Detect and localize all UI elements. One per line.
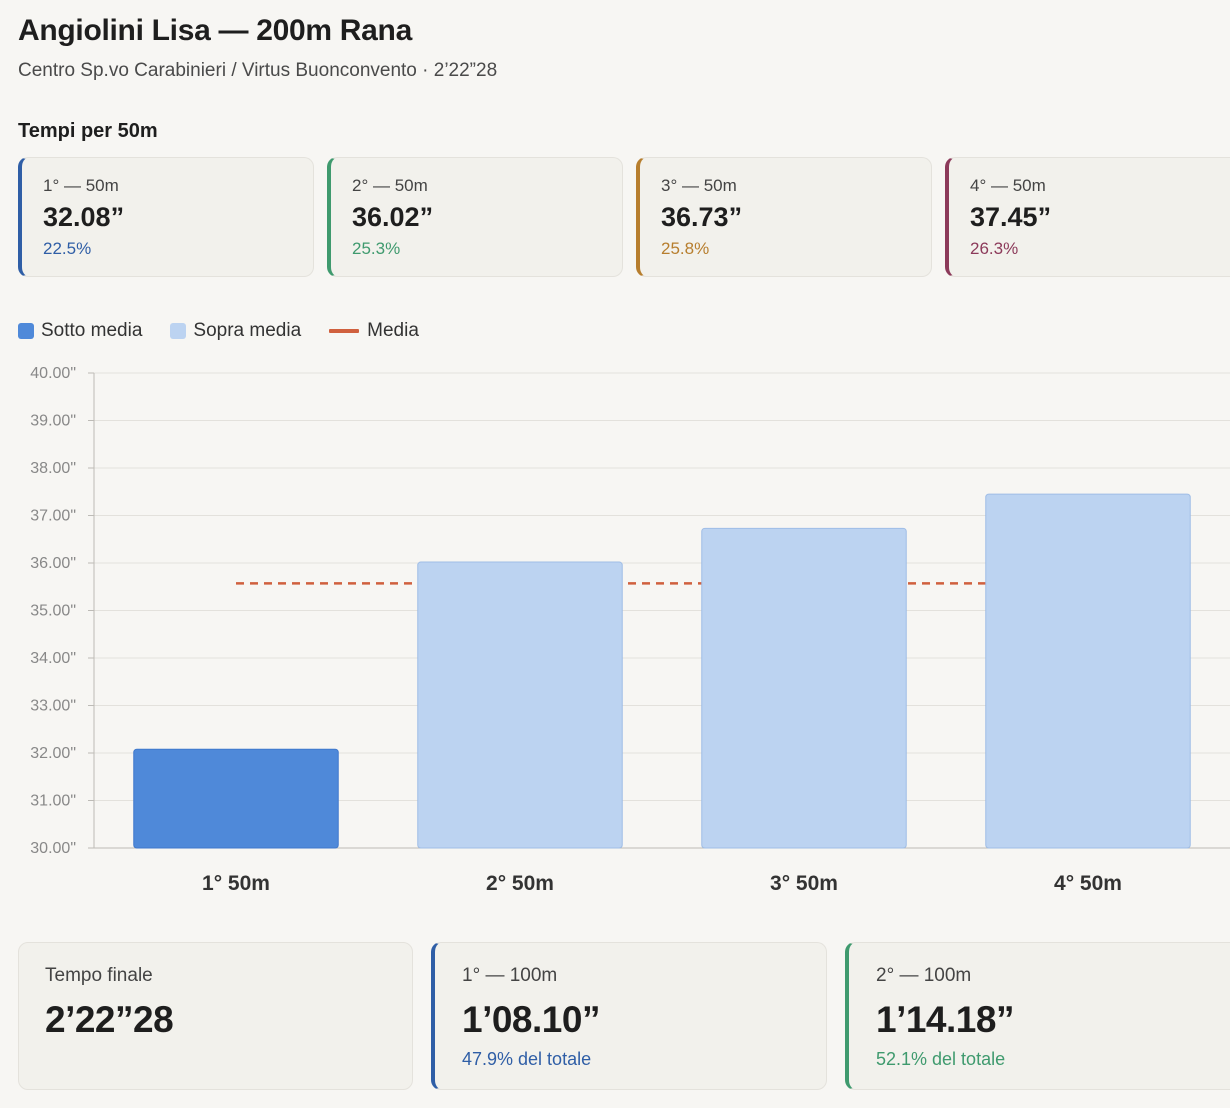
final-time-value: 2’22”28 <box>45 999 174 1040</box>
legend-swatch-below <box>18 323 34 339</box>
split-time: 36.02” <box>352 202 434 232</box>
legend-item-below[interactable]: Sotto media <box>18 320 142 342</box>
split-card-2: 2° — 50m 36.02” 25.3% <box>327 157 623 277</box>
split-card-1: 1° — 50m 32.08” 22.5% <box>18 157 314 277</box>
chart-legend: Sotto media Sopra media Media <box>18 320 447 342</box>
bar-4[interactable] <box>985 493 1191 849</box>
x-tick-label: 2° 50m <box>486 872 554 895</box>
final-time-label: Tempo finale <box>45 965 153 986</box>
y-tick-label: 31.00" <box>30 793 76 810</box>
split-card-3: 3° — 50m 36.73” 25.8% <box>636 157 932 277</box>
legend-swatch-above <box>170 323 187 339</box>
second-100-card: 2° — 100m 1’14.18” 52.1% del totale <box>845 942 1230 1090</box>
legend-label-mean: Media <box>367 320 419 341</box>
first-100-share: 47.9% del totale <box>462 1049 592 1069</box>
split-label: 1° — 50m <box>43 176 119 195</box>
y-tick-label: 39.00" <box>30 413 76 430</box>
split-label: 2° — 50m <box>352 176 428 195</box>
splits-section-title: Tempi per 50m <box>18 120 158 142</box>
y-tick-label: 38.00" <box>30 460 76 477</box>
split-time: 36.73” <box>661 202 743 232</box>
split-times-chart: 30.00" 31.00" 32.00" 33.00" 34.00" 35.00" 36.0… <box>30 365 1230 895</box>
second-100-share: 52.1% del totale <box>876 1049 1006 1069</box>
page-subtitle: Centro Sp.vo Carabinieri / Virtus Buonco… <box>18 60 498 81</box>
first-100-value: 1’08.10” <box>462 999 600 1040</box>
y-tick-label: 40.00" <box>30 365 76 382</box>
split-time: 32.08” <box>43 202 125 232</box>
y-tick-label: 36.00" <box>30 555 76 572</box>
second-100-value: 1’14.18” <box>876 999 1014 1040</box>
legend-label-below: Sotto media <box>41 320 143 341</box>
split-label: 3° — 50m <box>661 176 737 195</box>
page-title: Angiolini Lisa — 200m Rana <box>18 14 412 47</box>
bar-3[interactable] <box>701 527 907 849</box>
split-time: 37.45” <box>970 202 1052 232</box>
legend-label-above: Sopra media <box>193 320 302 341</box>
legend-item-above[interactable]: Sopra media <box>170 320 301 342</box>
y-tick-label: 34.00" <box>30 650 76 667</box>
first-100-card: 1° — 100m 1’08.10” 47.9% del totale <box>431 942 827 1090</box>
y-tick-label: 32.00" <box>30 745 76 762</box>
y-tick-label: 30.00" <box>30 840 76 857</box>
split-percent: 22.5% <box>43 239 92 258</box>
split-percent: 26.3% <box>970 239 1019 258</box>
split-card-4: 4° — 50m 37.45” 26.3% <box>945 157 1230 277</box>
x-tick-label: 4° 50m <box>1054 872 1122 895</box>
y-axis-ticks: 30.00" 31.00" 32.00" 33.00" 34.00" 35.00" 36.0… <box>30 365 76 857</box>
first-100-label: 1° — 100m <box>462 965 558 986</box>
chart-bars <box>133 493 1191 849</box>
y-tick-label: 37.00" <box>30 508 76 525</box>
x-axis-ticks: 1° 50m 2° 50m 3° 50m 4° 50m <box>202 872 1122 895</box>
final-time-card: Tempo finale 2’22”28 <box>18 942 413 1090</box>
bar-2[interactable] <box>417 561 623 849</box>
x-tick-label: 1° 50m <box>202 872 270 895</box>
split-percent: 25.8% <box>661 239 710 258</box>
y-tick-label: 35.00" <box>30 603 76 620</box>
legend-item-mean[interactable]: Media <box>329 320 419 342</box>
y-tick-label: 33.00" <box>30 698 76 715</box>
split-label: 4° — 50m <box>970 176 1046 195</box>
split-percent: 25.3% <box>352 239 401 258</box>
x-tick-label: 3° 50m <box>770 872 838 895</box>
legend-swatch-mean <box>329 329 360 333</box>
bar-1[interactable] <box>133 748 339 849</box>
second-100-label: 2° — 100m <box>876 965 972 986</box>
